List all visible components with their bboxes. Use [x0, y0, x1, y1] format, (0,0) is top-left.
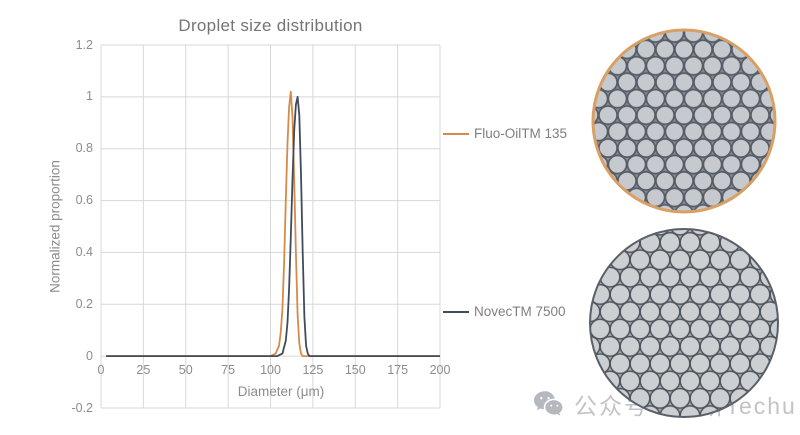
y-tick-label: 1.2	[75, 37, 93, 52]
y-tick-label: 0.4	[75, 244, 93, 259]
x-tick-label: 150	[344, 363, 366, 377]
y-tick-label: 0.6	[75, 193, 93, 208]
x-tick-label: 0	[97, 363, 105, 377]
micrograph-top-image	[591, 28, 777, 214]
y-tick-label: 0.2	[75, 296, 93, 311]
plot-canvas	[100, 44, 441, 409]
x-tick-label: 125	[302, 363, 324, 377]
watermark-text: 公众号 · 京研Techu	[574, 393, 797, 419]
y-axis-title: Normalized proportion	[47, 160, 63, 293]
legend-label: Fluo-OilTM 135	[474, 126, 568, 141]
wechat-icon	[534, 391, 563, 416]
series-line-0	[106, 90, 440, 358]
x-tick-label: 200	[429, 363, 451, 377]
y-tick-label: 0	[86, 348, 93, 363]
legend-label: NovecTM 7500	[474, 304, 566, 319]
x-tick-label: 75	[221, 363, 236, 377]
y-tick-label: -0.2	[71, 400, 93, 415]
x-tick-label: 25	[136, 363, 151, 377]
x-tick-label: 50	[178, 363, 193, 377]
chart-title: Droplet size distribution	[178, 16, 363, 35]
x-axis-title: Diameter (μm)	[237, 384, 325, 399]
y-tick-label: 0.8	[75, 141, 93, 156]
legend-line-swatch-navy	[443, 310, 469, 313]
watermark: 公众号 · 京研Techu	[533, 387, 797, 421]
x-tick-label: 100	[260, 363, 281, 377]
y-tick-label: 1	[86, 89, 93, 104]
legend-entry-novec: NovecTM 7500	[443, 304, 566, 319]
series-line-1	[106, 96, 440, 358]
legend-line-swatch-orange	[443, 132, 469, 135]
x-tick-label: 175	[387, 363, 409, 377]
chart-area: Droplet size distribution 1.2 1 0.8 0.6 0.4 0…	[47, 16, 451, 415]
legend-entry-fluo-oil: Fluo-OilTM 135	[443, 126, 567, 141]
